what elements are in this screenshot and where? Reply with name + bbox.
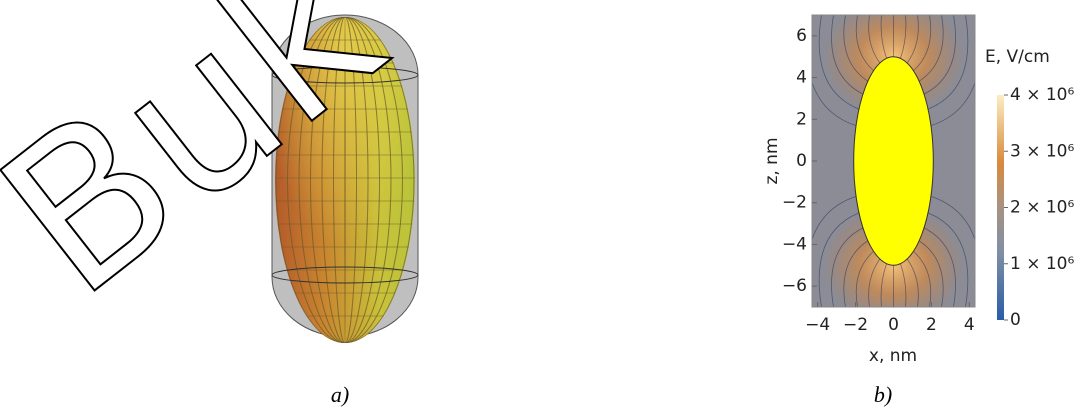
colorbar bbox=[997, 95, 1004, 320]
field-line bbox=[927, 212, 969, 307]
field-line bbox=[868, 258, 881, 307]
field-line bbox=[812, 195, 857, 242]
colorbar-tick-label: 0 bbox=[1010, 310, 1021, 330]
field-line bbox=[918, 15, 944, 82]
capsule-ring bbox=[271, 66, 419, 84]
y-tick-label: 0 bbox=[796, 151, 807, 171]
field-line bbox=[831, 227, 864, 307]
field-line bbox=[930, 195, 975, 242]
mesh-line bbox=[298, 17, 392, 343]
mesh-line bbox=[310, 17, 380, 343]
field-line bbox=[812, 80, 857, 127]
field-line bbox=[818, 15, 860, 110]
field-line bbox=[855, 250, 874, 307]
panel-a: Buk a) bbox=[0, 0, 424, 407]
mesh-line bbox=[333, 17, 357, 343]
x-tick-label: −2 bbox=[843, 315, 868, 335]
y-tick-label: −4 bbox=[782, 234, 807, 254]
panel-label: a) bbox=[331, 382, 349, 407]
y-axis-label: z, nm bbox=[762, 137, 782, 184]
mesh-line bbox=[275, 17, 415, 343]
colorbar-tick-label: 1 × 10⁶ bbox=[1010, 254, 1074, 274]
colorbar-tick-label: 2 × 10⁶ bbox=[1010, 198, 1074, 218]
field-line bbox=[843, 15, 869, 82]
field-line bbox=[913, 250, 932, 307]
x-tick-label: 2 bbox=[926, 315, 937, 335]
mesh bbox=[275, 17, 415, 343]
mesh-line bbox=[344, 17, 346, 343]
field-line bbox=[913, 15, 932, 72]
x-tick-label: 4 bbox=[964, 315, 975, 335]
capsule-ring bbox=[271, 266, 419, 284]
y-tick-label: 6 bbox=[796, 26, 807, 46]
field-line bbox=[930, 80, 975, 127]
mesh-line bbox=[287, 17, 403, 343]
field-line bbox=[918, 240, 944, 307]
panel-label: b) bbox=[874, 382, 892, 407]
field-line bbox=[906, 15, 919, 64]
field-line bbox=[923, 227, 956, 307]
field-line bbox=[843, 240, 869, 307]
field-line bbox=[868, 15, 881, 64]
plot-area bbox=[812, 15, 975, 307]
inclusion bbox=[853, 56, 934, 266]
mesh-line bbox=[321, 17, 369, 343]
y-tick-label: −6 bbox=[782, 276, 807, 296]
field-line bbox=[831, 15, 864, 95]
field-line bbox=[880, 15, 887, 59]
field-line bbox=[900, 15, 907, 59]
x-axis-label: x, nm bbox=[869, 346, 917, 366]
field-line bbox=[900, 263, 907, 307]
colorbar-label: E, V/cm bbox=[985, 47, 1050, 67]
mesh-line bbox=[310, 17, 380, 343]
panel-b: b) x, nm z, nm E, V/cm −4 −2 0 2 4 −6 −4 −2 0 2 4 6… bbox=[762, 14, 1074, 407]
y-tick-label: −2 bbox=[782, 193, 807, 213]
field-line bbox=[818, 212, 860, 307]
mesh-line bbox=[287, 17, 403, 343]
colorbar-tick-label: 4 × 10⁶ bbox=[1010, 85, 1074, 105]
mesh-line bbox=[275, 17, 415, 343]
field-line bbox=[880, 263, 887, 307]
field-line bbox=[927, 15, 969, 110]
field-line bbox=[906, 258, 919, 307]
mesh-line bbox=[333, 17, 357, 343]
x-tick-label: 0 bbox=[888, 315, 899, 335]
mesh-line bbox=[298, 17, 392, 343]
colorbar-tick-label: 3 × 10⁶ bbox=[1010, 141, 1074, 161]
y-tick-label: 2 bbox=[796, 109, 807, 129]
field-line bbox=[923, 15, 956, 95]
field-line bbox=[855, 15, 874, 72]
ellipsoid-highlight bbox=[275, 17, 415, 343]
x-tick-label: −4 bbox=[805, 315, 830, 335]
y-tick-label: 4 bbox=[796, 68, 807, 88]
mesh-line bbox=[321, 17, 369, 343]
